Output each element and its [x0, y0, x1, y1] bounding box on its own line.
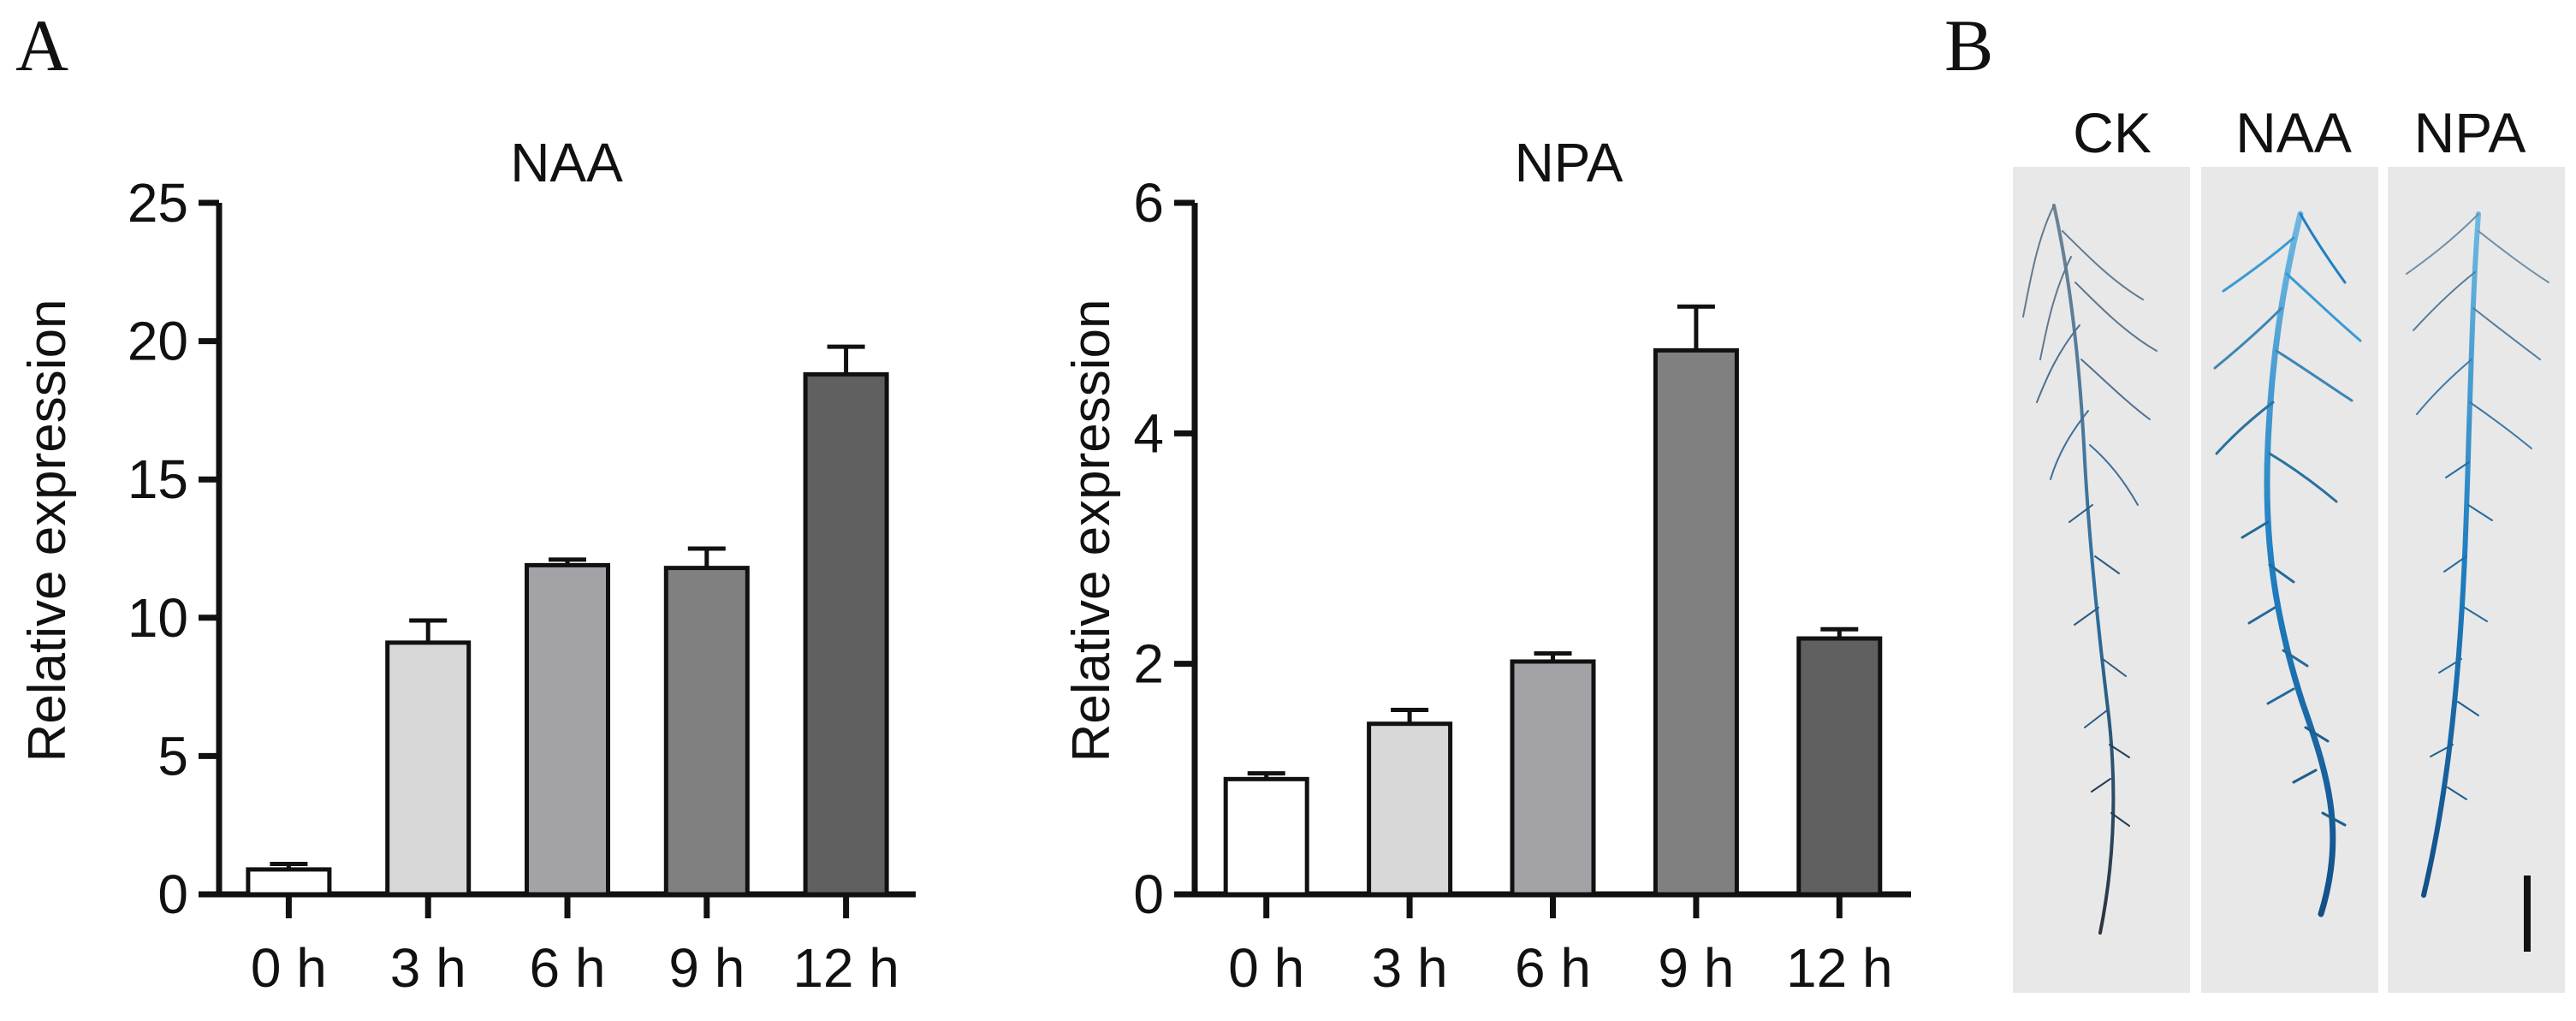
- npa-root-image: [2406, 211, 2549, 898]
- ck-root-image: [2022, 204, 2158, 935]
- naa-x-tick-label: 6 h: [530, 937, 606, 999]
- naa-y-tick-label: 10: [128, 587, 188, 649]
- root-photo-panel: CK NAA NPA: [2013, 101, 2565, 993]
- npa-y-tick-label: 6: [1133, 172, 1164, 234]
- naa-y-axis-title: Relative expression: [18, 299, 77, 762]
- npa-bar: [1510, 659, 1596, 897]
- npa-x-tick-label: 12 h: [1786, 937, 1893, 999]
- npa-x-tick-label: 3 h: [1372, 937, 1448, 999]
- naa-bar: [803, 371, 889, 897]
- naa-x-tick-label: 3 h: [390, 937, 466, 999]
- npa-x-tick-label: 0 h: [1228, 937, 1304, 999]
- naa-root-image: [2213, 211, 2362, 917]
- npa-plot-area: 0 2 4 6 0 h 3 h 6 h 9 h 12 h: [1133, 172, 1911, 999]
- naa-x-tick-label: 12 h: [792, 937, 899, 999]
- npa-bar: [1653, 347, 1739, 897]
- naa-bar: [385, 640, 472, 897]
- npa-x-tick-label: 9 h: [1658, 937, 1734, 999]
- npa-bar: [1223, 776, 1309, 897]
- npa-chart-title: NPA: [1515, 132, 1623, 193]
- naa-bar: [663, 566, 750, 897]
- npa-chart: NPA Relative expression 0 2 4 6 0 h 3 h 6 h 9 h…: [1062, 132, 1911, 999]
- naa-x-tick-label: 9 h: [668, 937, 745, 999]
- naa-y-tick-label: 5: [157, 725, 188, 787]
- naa-plot-area: 0 5 10 15 20 25 0 h 3 h 6 h 9 h 12 h: [128, 172, 916, 999]
- ck-photo-strip: [2013, 167, 2190, 993]
- naa-y-tick-label: 25: [128, 172, 188, 234]
- npa-bar: [1796, 636, 1883, 897]
- naa-y-tick-label: 15: [128, 448, 188, 510]
- npa-bar: [1367, 721, 1453, 897]
- naa-chart: NAA Relative expression 0 5 10 15 20 25 0 h 3 h…: [18, 132, 916, 999]
- photo-label-npa: NPA: [2414, 101, 2526, 164]
- npa-y-tick-label: 0: [1133, 864, 1164, 925]
- photo-label-ck: CK: [2073, 101, 2152, 164]
- npa-y-axis-title: Relative expression: [1062, 299, 1121, 762]
- panel-a-letter: A: [15, 4, 68, 86]
- npa-y-tick-label: 4: [1133, 402, 1164, 464]
- naa-y-tick-label: 0: [157, 864, 188, 925]
- naa-chart-title: NAA: [510, 132, 623, 193]
- naa-y-tick-label: 20: [128, 311, 188, 372]
- photo-label-naa: NAA: [2235, 101, 2352, 164]
- naa-bar: [246, 867, 332, 897]
- npa-x-tick-label: 6 h: [1515, 937, 1591, 999]
- naa-bar: [525, 562, 610, 897]
- npa-photo-strip: [2388, 167, 2565, 993]
- naa-x-tick-label: 0 h: [251, 937, 327, 999]
- npa-y-tick-label: 2: [1133, 633, 1164, 695]
- panel-b-letter: B: [1944, 4, 1993, 86]
